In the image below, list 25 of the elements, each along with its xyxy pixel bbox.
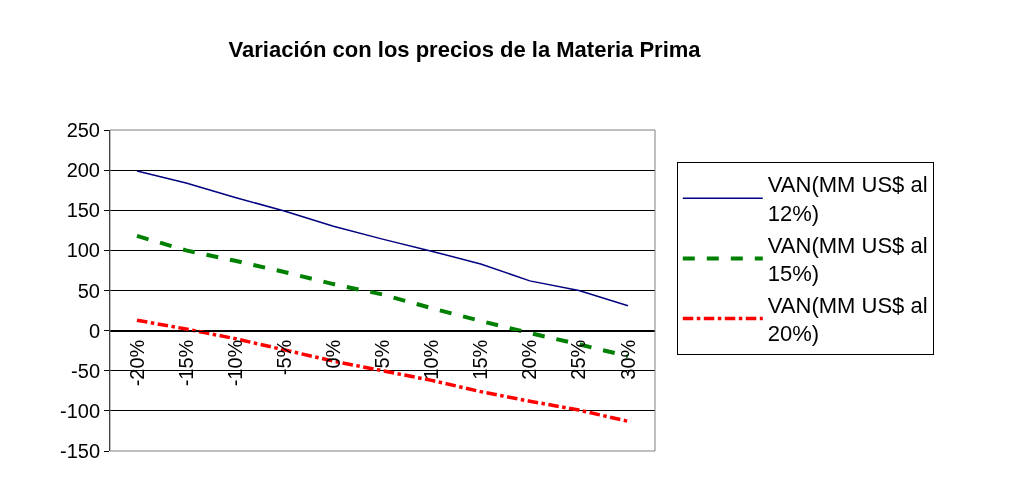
x-tick-label: -5%: [272, 339, 295, 376]
y-tick-label: 100: [66, 239, 100, 262]
legend-label: VAN(MM US$ al 15%): [767, 232, 928, 287]
chart-title: Variación con los precios de la Materia Prima: [228, 36, 702, 62]
legend-label: VAN(MM US$ al 12%): [767, 172, 928, 227]
x-tick-label: 25%: [567, 339, 590, 380]
legend-label: VAN(MM US$ al 20%): [767, 292, 928, 347]
y-tick-label: -100: [59, 399, 100, 422]
x-tick-label: -15%: [174, 339, 197, 387]
x-tick-label: -20%: [125, 339, 148, 387]
x-tick-label: 20%: [518, 339, 541, 380]
x-tick-label: 30%: [616, 339, 639, 380]
x-tick-label: 5%: [371, 339, 393, 369]
x-tick-label: 10%: [420, 339, 443, 380]
x-tick-label: 15%: [469, 339, 492, 380]
y-tick-label: 250: [66, 119, 100, 141]
y-tick-label: -150: [59, 440, 100, 462]
y-tick-label: 50: [77, 279, 100, 302]
y-tick-label: 150: [66, 199, 100, 222]
line-series: [136, 170, 629, 307]
y-tick-label: 200: [66, 159, 100, 182]
y-tick-label: 0: [88, 319, 100, 342]
x-tick-label: -10%: [223, 339, 246, 387]
y-tick-label: -50: [71, 359, 100, 382]
x-tick-label: 0%: [321, 339, 344, 369]
